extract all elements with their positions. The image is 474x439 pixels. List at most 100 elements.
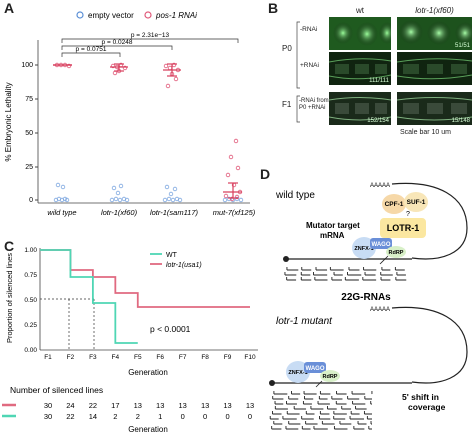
c-ytick: 0.75 — [24, 272, 37, 279]
d-read — [319, 391, 331, 395]
legend-pos1-marker — [144, 11, 152, 19]
d-wt-arrow — [379, 255, 389, 265]
b-count-lotr-minus: 51/51 — [454, 43, 470, 49]
a-ytick-50: 50 — [25, 130, 33, 137]
legend-empty-label: empty vector — [88, 11, 134, 20]
d-read — [364, 272, 376, 276]
d-read — [315, 267, 328, 271]
d-read — [355, 406, 367, 410]
d-read — [370, 421, 372, 425]
c-xlabel-bottom: Generation — [128, 425, 168, 434]
c-table-cell: 30 — [44, 401, 52, 410]
d-read — [366, 416, 372, 420]
d-read — [305, 421, 318, 425]
d-wago-shape — [370, 238, 392, 249]
c-table-cell: 13 — [201, 401, 209, 410]
d-read — [319, 411, 330, 415]
d-wt-mrna-loop — [391, 182, 468, 260]
d-read — [347, 272, 362, 276]
a-group-sam117 — [162, 62, 183, 203]
d-read — [362, 277, 377, 281]
d-read — [286, 411, 300, 415]
c-table-cell: 22 — [66, 412, 74, 421]
c-xtick: F5 — [134, 354, 142, 361]
c-table-cell: 0 — [248, 412, 252, 421]
d-read — [381, 267, 391, 271]
d-read — [370, 401, 372, 405]
d-question: ? — [406, 211, 410, 218]
d-read — [269, 416, 279, 420]
c-table-cell: 30 — [44, 412, 52, 421]
d-mut-rdrp: RdRP — [323, 374, 338, 380]
d-read — [331, 277, 342, 281]
d-read — [300, 277, 312, 281]
d-read — [333, 426, 348, 430]
d-read — [274, 406, 288, 410]
d-read — [284, 272, 297, 276]
c-legend-wt: WT — [166, 252, 178, 259]
c-ytick: 0.00 — [24, 347, 37, 354]
b-gen-f1: F1 — [282, 100, 292, 109]
d-read — [288, 396, 299, 400]
d-read — [300, 272, 311, 276]
d-rdrp: RdRP — [389, 250, 404, 256]
d-polya-top: AAAAA — [370, 183, 390, 189]
c-table-cell: 1 — [158, 412, 162, 421]
d-read — [317, 401, 330, 405]
c-xtick: F4 — [112, 354, 120, 361]
b-scalebar-label: Scale bar 10 um — [400, 129, 451, 136]
d-cpf1: CPF-1 — [385, 201, 404, 208]
d-read — [333, 272, 343, 276]
d-read — [347, 396, 360, 400]
b-img-wt-plus: 111/111 — [329, 52, 391, 85]
b-col-lotr: lotr-1(xf60) — [415, 6, 454, 15]
d-mut-wago-shape — [304, 362, 326, 373]
b-cond-plus: +RNAi — [300, 62, 319, 69]
d-read — [333, 416, 346, 420]
panel-c-plot: Proportion of silenced lines 0.00 0.25 0.5… — [2, 247, 258, 434]
d-read — [310, 406, 324, 410]
c-ytick: 1.00 — [24, 247, 37, 254]
d-read — [304, 396, 314, 400]
d-wt-22g-reads — [284, 267, 407, 281]
c-xtick: F6 — [156, 354, 164, 361]
a-ytick-75: 75 — [25, 96, 33, 103]
d-read — [363, 267, 377, 271]
a-ytick-100: 100 — [21, 62, 33, 69]
d-read — [351, 391, 366, 395]
c-table-cell: 13 — [156, 401, 164, 410]
d-read — [318, 396, 328, 400]
a-xlabel-mut7: mut-7(xf125) — [213, 208, 256, 217]
d-read — [302, 401, 312, 405]
c-table-cell: 22 — [89, 401, 97, 410]
a-pval-xf60: p = 0.0751 — [76, 46, 107, 53]
d-read — [380, 272, 393, 276]
panel-a-plot: empty vector pos-1 RNAi % Embryonic Leth… — [4, 11, 256, 217]
d-read — [291, 391, 301, 395]
d-read — [272, 411, 282, 415]
d-read — [364, 396, 372, 400]
d-read — [286, 401, 297, 405]
d-read — [282, 416, 297, 420]
c-pvalue: p < 0.0001 — [150, 324, 191, 334]
d-read — [303, 391, 317, 395]
d-read — [285, 426, 299, 430]
d-read — [274, 401, 284, 405]
b-cond-minus: -RNAi — [300, 26, 318, 33]
d-read — [321, 421, 335, 425]
d-read — [349, 416, 364, 420]
legend-empty-marker — [76, 11, 84, 19]
c-xtick: F8 — [201, 354, 209, 361]
a-group-mut7 — [222, 138, 244, 203]
c-xtick: F10 — [244, 354, 256, 361]
d-read — [271, 426, 282, 430]
d-wt-cap — [283, 256, 289, 262]
c-table-cell: 24 — [66, 401, 74, 410]
d-read — [352, 401, 366, 405]
d-znfx1: ZNFX-1 — [354, 246, 373, 252]
c-xtick: F2 — [67, 354, 75, 361]
d-suf1-shape — [404, 192, 428, 212]
d-mut-cap — [269, 380, 275, 386]
d-read — [273, 391, 288, 395]
d-mut-arrow — [315, 380, 323, 388]
